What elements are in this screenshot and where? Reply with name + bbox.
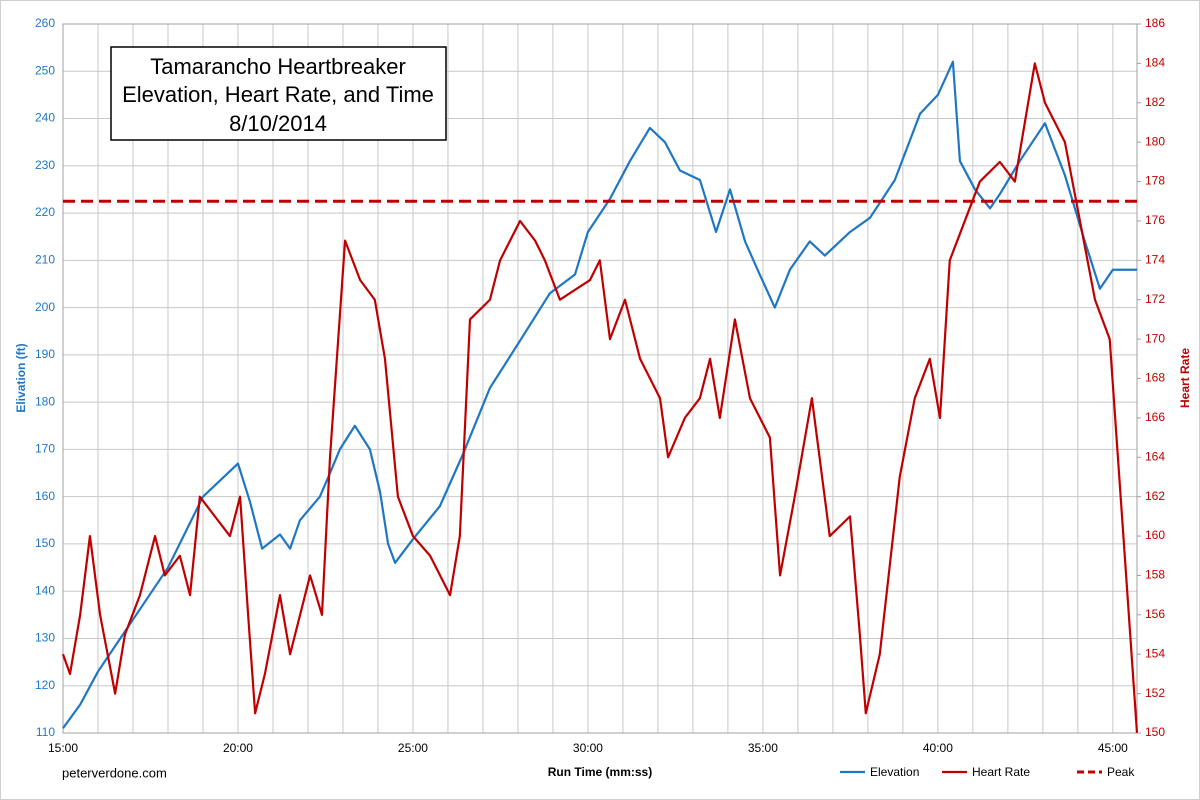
- y2-axis-label: Heart Rate: [1178, 348, 1192, 408]
- y-tick-label: 110: [36, 725, 55, 739]
- y-tick-label: 190: [35, 347, 55, 361]
- x-tick-label: 45:00: [1098, 741, 1128, 755]
- y2-tick-label: 170: [1145, 331, 1165, 345]
- y-tick-label: 150: [35, 536, 55, 550]
- y-axis-label: Elivation (ft): [14, 343, 28, 412]
- y-tick-label: 230: [35, 158, 55, 172]
- x-tick-label: 20:00: [223, 741, 253, 755]
- y2-tick-label: 156: [1145, 607, 1165, 621]
- y2-tick-label: 162: [1145, 489, 1165, 503]
- y2-tick-label: 158: [1145, 568, 1165, 582]
- y2-tick-label: 150: [1145, 725, 1165, 739]
- y2-tick-label: 154: [1145, 646, 1165, 660]
- y2-tick-label: 174: [1145, 253, 1165, 267]
- y-tick-label: 180: [35, 394, 55, 408]
- x-axis-label: Run Time (mm:ss): [548, 765, 652, 779]
- chart-title: 8/10/2014: [229, 111, 327, 136]
- series-line: [61, 62, 1139, 734]
- y2-tick-label: 184: [1145, 56, 1165, 70]
- x-tick-label: 40:00: [923, 741, 953, 755]
- y-tick-label: 160: [35, 489, 55, 503]
- y-tick-label: 210: [35, 253, 55, 267]
- title-box: [110, 46, 447, 141]
- legend-label: Heart Rate: [972, 765, 1030, 779]
- y-tick-label: 220: [35, 205, 55, 219]
- legend-label: Elevation: [870, 765, 919, 779]
- y-tick-label: 250: [35, 63, 55, 77]
- x-tick-label: 30:00: [573, 741, 603, 755]
- x-tick-label: 35:00: [748, 741, 778, 755]
- y2-tick-label: 160: [1145, 528, 1165, 542]
- lines: [61, 60, 1139, 734]
- y2-tick-label: 180: [1145, 134, 1165, 148]
- x-tick-label: 25:00: [398, 741, 428, 755]
- y-tick-label: 120: [35, 678, 55, 692]
- series-line: [62, 60, 1137, 729]
- y-tick-label: 200: [35, 300, 55, 314]
- y2-tick-label: 168: [1145, 371, 1165, 385]
- y2-tick-label: 176: [1145, 213, 1165, 227]
- y2-tick-label: 164: [1145, 449, 1165, 463]
- y-tick-label: 240: [35, 111, 55, 125]
- y-tick-label: 140: [35, 583, 55, 597]
- y2-tick-label: 178: [1145, 174, 1165, 188]
- legend-label: Peak: [1107, 765, 1135, 779]
- y2-tick-label: 182: [1145, 95, 1165, 109]
- chart-title: Tamarancho Heartbreaker: [150, 54, 406, 79]
- y2-tick-label: 172: [1145, 292, 1165, 306]
- chart-title: Elevation, Heart Rate, and Time: [122, 82, 434, 107]
- y-tick-label: 170: [35, 442, 55, 456]
- y2-tick-label: 186: [1145, 16, 1165, 30]
- y-tick-label: 260: [35, 16, 55, 30]
- y2-tick-label: 166: [1145, 410, 1165, 424]
- y-tick-label: 130: [35, 631, 55, 645]
- x-tick-label: 15:00: [48, 741, 78, 755]
- y2-tick-label: 152: [1145, 686, 1165, 700]
- footer: peterverdone.com: [62, 765, 167, 780]
